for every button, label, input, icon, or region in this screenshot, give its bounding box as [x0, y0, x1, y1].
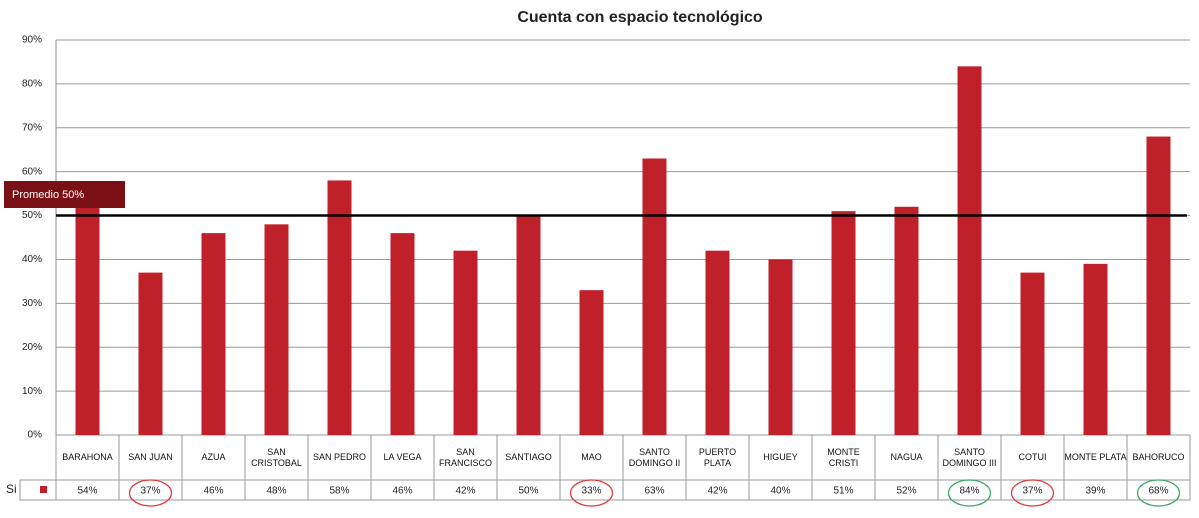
x-tick-label: BAHORUCO [1132, 452, 1185, 462]
y-tick-label: 30% [22, 298, 42, 309]
value-label: 42% [455, 486, 475, 497]
y-tick-label: 50% [22, 210, 42, 221]
x-tick-cell: SANTIAGO [505, 452, 552, 462]
bar [327, 180, 352, 435]
x-tick-label: SAN PEDRO [312, 452, 366, 462]
bar [894, 206, 919, 435]
bar [1020, 272, 1045, 435]
x-tick-label: MAO [581, 452, 602, 462]
x-tick-cell: LA VEGA [383, 452, 422, 462]
x-tick-cell: HIGUEY [763, 452, 798, 462]
y-tick-label: 70% [22, 122, 42, 133]
value-label: 39% [1085, 486, 1105, 497]
bar [1146, 136, 1171, 436]
x-tick-cell: SAN CRISTOBAL [251, 446, 302, 468]
bar [264, 224, 289, 435]
x-tick-cell: SAN FRANCISCO [438, 446, 492, 468]
y-tick-label: 20% [22, 342, 42, 353]
x-tick-label: NAGUA [890, 452, 923, 462]
x-tick-cell: SAN PEDRO [312, 452, 366, 462]
bar [453, 250, 478, 435]
bar [138, 272, 163, 435]
x-tick-label: SANTO DOMINGO II [628, 446, 681, 468]
y-tick-label: 40% [22, 254, 42, 265]
bar [579, 290, 604, 435]
x-tick-label: LA VEGA [383, 452, 422, 462]
x-tick-cell: MONTE PLATA [1064, 452, 1127, 462]
bar [390, 233, 415, 435]
value-label: 46% [203, 486, 223, 497]
bar [957, 66, 982, 435]
value-label: 33% [581, 486, 601, 497]
reference-label-box [4, 181, 125, 208]
value-label: 52% [896, 486, 916, 497]
bar [768, 259, 793, 435]
x-tick-cell: COTUI [1018, 452, 1047, 462]
value-label: 42% [707, 486, 727, 497]
value-label: 40% [770, 486, 790, 497]
x-tick-cell: AZUA [201, 452, 226, 462]
value-label: 37% [1022, 486, 1042, 497]
bar [516, 215, 541, 435]
x-tick-label: SANTO DOMINGO III [942, 446, 997, 468]
x-tick-cell: SANTO DOMINGO II [628, 446, 681, 468]
y-tick-label: 0% [28, 430, 43, 441]
value-label: 48% [266, 486, 286, 497]
x-tick-label: SAN JUAN [128, 452, 173, 462]
value-label: 51% [833, 486, 853, 497]
x-tick-label: BARAHONA [62, 452, 113, 462]
bar [831, 211, 856, 435]
bar [642, 158, 667, 435]
y-tick-label: 10% [22, 386, 42, 397]
highlight-circle [1010, 479, 1055, 507]
value-label: 58% [329, 486, 349, 497]
x-tick-label: SAN CRISTOBAL [251, 446, 302, 468]
x-tick-cell: BAHORUCO [1132, 452, 1185, 462]
x-tick-cell: MAO [581, 452, 602, 462]
bar [201, 233, 226, 435]
x-tick-label: HIGUEY [763, 452, 798, 462]
highlight-circle [947, 479, 992, 507]
x-tick-cell: BARAHONA [62, 452, 113, 462]
bar [705, 250, 730, 435]
highlight-circle [569, 479, 614, 507]
legend-key [40, 486, 47, 493]
x-tick-cell: SAN JUAN [128, 452, 173, 462]
y-tick-label: 80% [22, 79, 42, 90]
highlight-circle [128, 479, 173, 507]
value-label: 63% [644, 486, 664, 497]
bar [75, 198, 100, 435]
table-border [19, 479, 57, 501]
bar [1083, 263, 1108, 435]
value-label: 68% [1148, 486, 1168, 497]
value-label: 46% [392, 486, 412, 497]
legend-label: Si [6, 482, 17, 496]
value-label: 84% [959, 486, 979, 497]
x-tick-cell: SANTO DOMINGO III [942, 446, 997, 468]
value-label: 50% [518, 486, 538, 497]
x-tick-label: MONTE PLATA [1064, 452, 1127, 462]
y-tick-label: 90% [22, 35, 42, 46]
x-tick-label: COTUI [1018, 452, 1047, 462]
x-tick-cell: MONTE CRISTI [827, 446, 860, 468]
x-tick-label: PUERTO PLATA [698, 446, 737, 468]
value-label: 37% [140, 486, 160, 497]
x-tick-label: SANTIAGO [505, 452, 552, 462]
x-tick-cell: NAGUA [890, 452, 923, 462]
x-tick-label: MONTE CRISTI [827, 446, 860, 468]
x-tick-label: SAN FRANCISCO [438, 446, 492, 468]
x-tick-cell: PUERTO PLATA [698, 446, 737, 468]
highlight-circle [1136, 479, 1181, 507]
x-tick-label: AZUA [201, 452, 226, 462]
value-label: 54% [77, 486, 97, 497]
reference-label: Promedio 50% [12, 189, 84, 201]
chart-title: Cuenta con espacio tecnológico [517, 9, 763, 26]
y-tick-label: 60% [22, 166, 42, 177]
